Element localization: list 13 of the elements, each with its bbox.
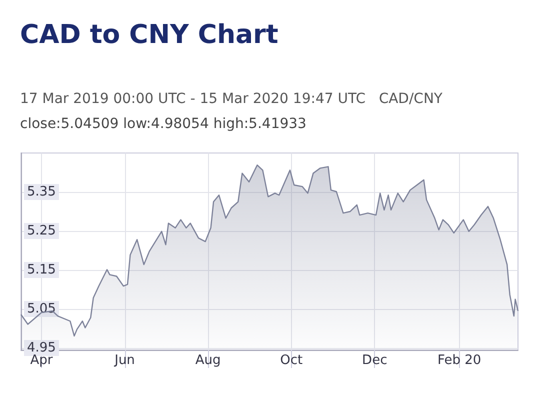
- x-tick-label: Oct: [280, 353, 303, 368]
- y-tick-label: 5.25: [27, 224, 56, 239]
- x-tick-label: Aug: [195, 353, 221, 368]
- x-tick-label: Jun: [114, 353, 135, 368]
- y-tick-label: 5.35: [27, 184, 56, 200]
- y-tick-label: 4.95: [27, 340, 56, 356]
- y-tick-label: 5.15: [27, 262, 56, 278]
- x-tick-label: Feb 20: [437, 353, 482, 368]
- text: close:5.04509 low:4.98054 high:5.41933: [20, 116, 306, 132]
- chart-title: CAD to CNY Chart: [20, 20, 278, 50]
- x-tick-label: Dec: [362, 353, 388, 368]
- chart-subtitle: 17 Mar 2019 00:00 UTC - 15 Mar 2020 19:47 UTC CAD/CNY: [20, 91, 443, 107]
- x-tick-label: Apr: [30, 353, 54, 368]
